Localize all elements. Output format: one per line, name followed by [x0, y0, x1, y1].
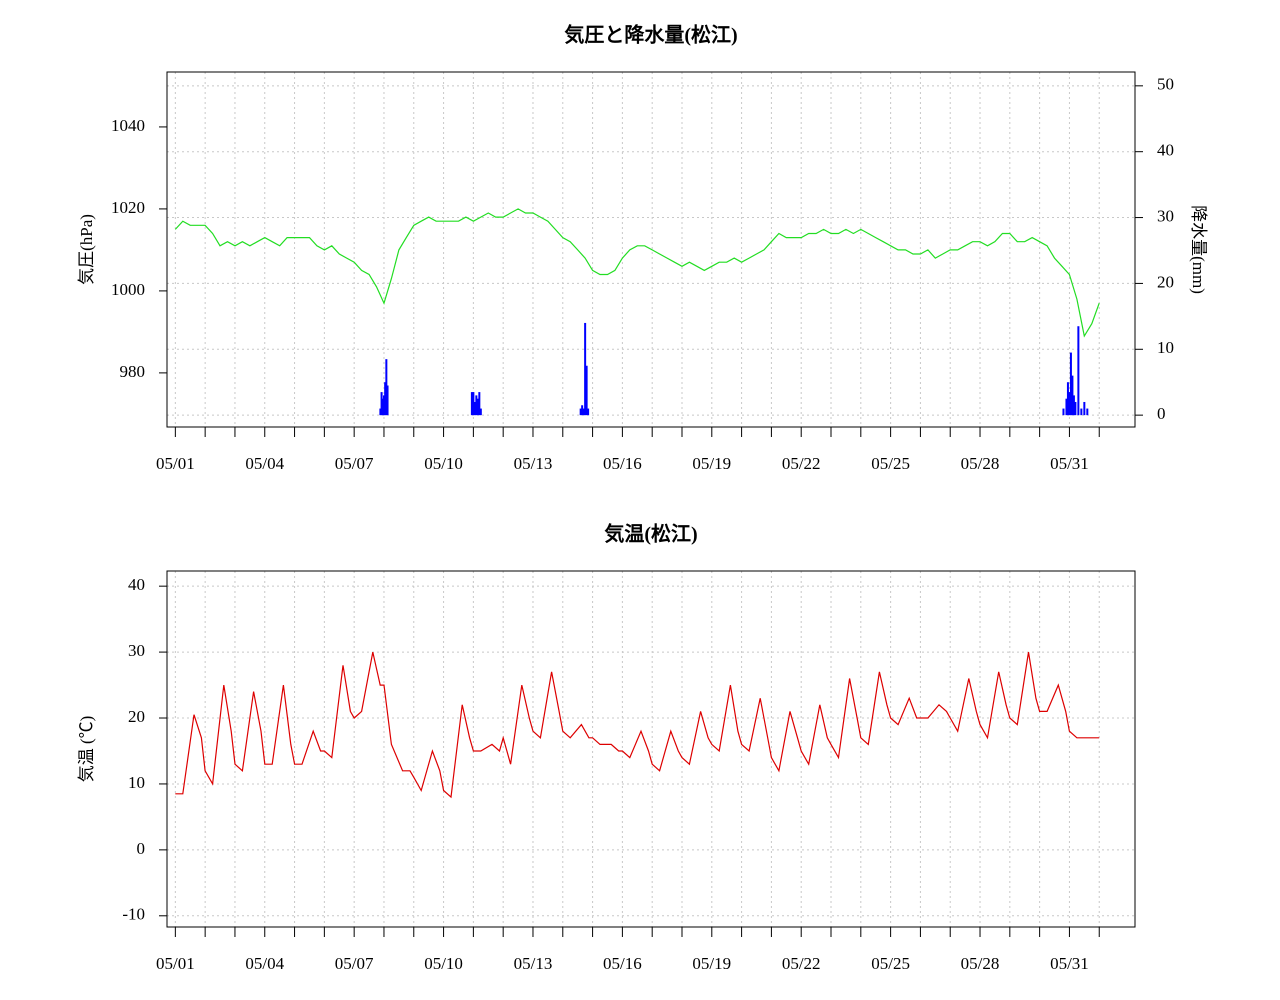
y-tick-label: 980 — [120, 362, 146, 381]
x-tick-label: 05/01 — [156, 454, 195, 473]
y-tick-label: 1000 — [111, 280, 145, 299]
chart-title: 気温(松江) — [604, 522, 697, 546]
x-tick-label: 05/16 — [603, 454, 642, 473]
plot-frame — [166, 71, 1136, 428]
bar — [1069, 352, 1072, 416]
x-tick-label: 05/22 — [782, 954, 821, 973]
bar — [1074, 401, 1077, 416]
y-axis-label: 気圧(hPa) — [77, 214, 96, 285]
bar — [479, 408, 482, 416]
bar — [1071, 375, 1074, 416]
bar — [472, 392, 475, 416]
x-tick-label: 05/07 — [335, 954, 374, 973]
x-tick-label: 05/16 — [603, 954, 642, 973]
bar — [473, 401, 476, 416]
y2-axis-label: 降水量(mm) — [1189, 205, 1208, 294]
bar — [581, 405, 584, 416]
x-tick-label: 05/19 — [692, 954, 731, 973]
y2-tick-label: 20 — [1157, 272, 1174, 291]
bar — [1065, 398, 1068, 416]
panel: 気圧と降水量(松江) 05/01 05/04 05/07 05/10 05/13 05/16… — [77, 23, 1208, 473]
line — [174, 208, 1100, 338]
bar — [386, 385, 389, 416]
line — [175, 651, 1100, 799]
plot-frame — [166, 570, 1136, 928]
bar — [476, 398, 479, 416]
x-tick-label: 05/28 — [961, 454, 1000, 473]
bar — [1062, 408, 1065, 416]
chart-title: 気圧と降水量(松江) — [564, 23, 737, 47]
x-tick-label: 05/19 — [692, 454, 731, 473]
y-tick-label: 0 — [137, 839, 146, 858]
y-tick-label: 1020 — [111, 198, 145, 217]
y2-tick-label: 10 — [1157, 338, 1174, 357]
y-tick-label: 10 — [128, 773, 145, 792]
bar — [1080, 408, 1083, 416]
bar — [381, 398, 384, 416]
bar — [470, 392, 473, 416]
bar — [584, 322, 587, 416]
bar — [1083, 401, 1086, 416]
bar — [478, 392, 481, 416]
x-tick-label: 05/31 — [1050, 454, 1089, 473]
x-tick-label: 05/07 — [335, 454, 374, 473]
y-axis-label: 気温 (℃) — [77, 716, 96, 783]
bar — [384, 382, 387, 416]
x-tick-label: 05/10 — [424, 454, 463, 473]
bar — [1086, 408, 1089, 416]
y2-tick-label: 30 — [1157, 206, 1174, 225]
x-tick-label: 05/04 — [245, 454, 284, 473]
bar — [379, 408, 382, 416]
x-tick-label: 05/28 — [961, 954, 1000, 973]
y-tick-label: 1040 — [111, 116, 145, 135]
bar — [385, 359, 388, 416]
bar — [582, 408, 585, 416]
bar — [1068, 392, 1071, 416]
x-tick-label: 05/25 — [871, 454, 910, 473]
x-tick-label: 05/31 — [1050, 954, 1089, 973]
y2-tick-label: 50 — [1157, 75, 1174, 94]
y-tick-label: 40 — [128, 575, 145, 594]
bar — [1072, 395, 1075, 416]
y2-tick-label: 40 — [1157, 141, 1174, 160]
bar — [579, 408, 582, 416]
x-tick-label: 05/13 — [514, 954, 553, 973]
x-tick-label: 05/25 — [871, 954, 910, 973]
bar — [585, 365, 588, 416]
bar — [382, 395, 385, 416]
x-tick-label: 05/13 — [514, 454, 553, 473]
x-tick-label: 05/01 — [156, 954, 195, 973]
bar — [1077, 326, 1080, 416]
y2-tick-label: 0 — [1157, 404, 1166, 423]
x-tick-label: 05/10 — [424, 954, 463, 973]
bar — [380, 392, 383, 416]
y-tick-label: -10 — [122, 905, 145, 924]
x-tick-label: 05/04 — [245, 954, 284, 973]
x-tick-label: 05/22 — [782, 454, 821, 473]
bar — [1066, 382, 1069, 416]
bar — [475, 395, 478, 416]
y-tick-label: 30 — [128, 641, 145, 660]
y-tick-label: 20 — [128, 707, 145, 726]
bar — [587, 408, 590, 416]
panel: 気温(松江) 05/01 05/04 05/07 05/10 05/13 05/16 05/1… — [77, 522, 1136, 973]
